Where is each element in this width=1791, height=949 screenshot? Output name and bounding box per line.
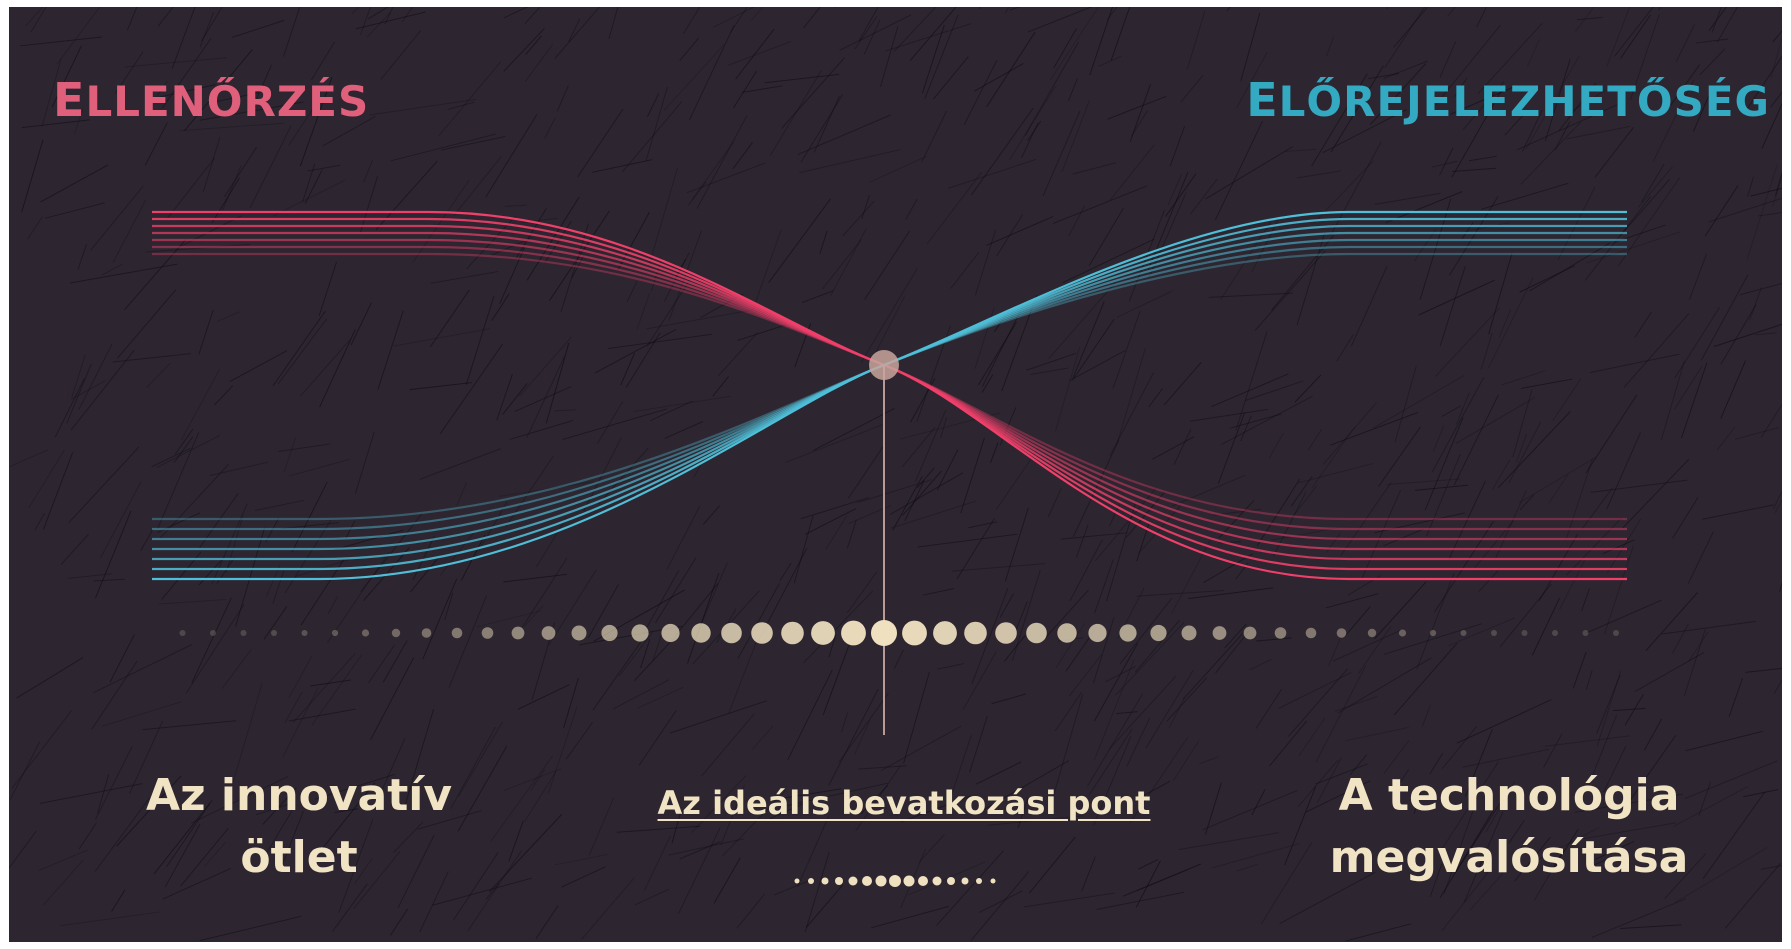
timeline-dot [721, 622, 742, 644]
timeline-dot [1181, 625, 1197, 641]
timeline-dot [179, 630, 186, 636]
timeline-dot [511, 626, 525, 640]
predictability-curve-line [152, 252, 1627, 521]
timeline-dot [541, 626, 556, 640]
small-dot [889, 875, 901, 887]
timeline-dot-row [179, 620, 1619, 646]
timeline-dot [1212, 626, 1227, 640]
timeline-dot [751, 622, 773, 644]
predictability-curves [152, 210, 1627, 581]
predictability-curve-line [152, 224, 1627, 561]
timeline-dot [1119, 624, 1137, 642]
timeline-dot [271, 630, 277, 636]
timeline-dot [661, 623, 680, 643]
control-title: ELLENŐRZÉS [53, 73, 370, 127]
timeline-dot [210, 630, 216, 636]
timeline-dot [240, 630, 247, 636]
timeline-dot [361, 629, 370, 637]
predictability-title: ELŐREJELEZHETŐSÉG [1246, 73, 1770, 127]
timeline-dot [1243, 626, 1257, 640]
timeline-dot [631, 624, 649, 642]
timeline-dot [391, 628, 401, 638]
small-dot [932, 876, 942, 886]
collingridge-dilemma-diagram [152, 210, 1627, 887]
timeline-dot [1613, 630, 1619, 636]
timeline-dot [451, 627, 463, 639]
small-dot [903, 875, 915, 887]
timeline-dot [1491, 630, 1497, 636]
predictability-curve-line [152, 245, 1627, 531]
timeline-dot [995, 622, 1017, 644]
control-curve-line [152, 252, 1627, 521]
control-curve-line [152, 245, 1627, 531]
predictability-curve-line [152, 210, 1627, 581]
timeline-dot [1429, 629, 1437, 637]
predictability-curve-line [152, 238, 1627, 541]
timeline-dot [781, 621, 804, 645]
timeline-dot [902, 620, 927, 646]
small-dot [990, 878, 996, 884]
timeline-dot [933, 621, 957, 645]
small-dot [947, 877, 955, 885]
timeline-dot [1305, 627, 1317, 639]
ideal-intervention-point-label: Az ideális bevatkozási pont [657, 784, 1151, 822]
timeline-dot [1336, 628, 1347, 638]
technology-implementation-label: A technológia megvalósítása [1329, 770, 1689, 883]
timeline-dot [811, 621, 835, 645]
control-curve-line [152, 231, 1627, 551]
timeline-dot [1460, 630, 1467, 636]
timeline-dot [571, 625, 587, 641]
control-curve-line [152, 224, 1627, 561]
small-dot [794, 878, 800, 884]
decorative-dot-row-small [794, 875, 996, 887]
small-dot [976, 878, 982, 884]
timeline-dot [601, 624, 618, 642]
timeline-dot [1521, 630, 1528, 636]
control-curves [152, 210, 1627, 581]
timeline-dot [1274, 627, 1287, 639]
small-dot [808, 878, 814, 884]
small-dot [848, 876, 858, 886]
timeline-dot [871, 620, 897, 646]
timeline-dot [421, 628, 432, 638]
timeline-dot [481, 627, 494, 639]
timeline-dot [1088, 623, 1107, 643]
small-dot [875, 875, 887, 887]
timeline-dot [1398, 629, 1407, 637]
scratch-texture [9, 7, 1782, 942]
timeline-dot [964, 621, 987, 645]
timeline-dot [1026, 622, 1047, 644]
control-curve-line [152, 210, 1627, 581]
dark-background-panel: ELLENŐRZÉS ELŐREJELEZHETŐSÉG Az innovatí… [9, 7, 1782, 942]
timeline-dot [841, 620, 866, 646]
timeline-dot [691, 623, 711, 643]
small-dot [862, 876, 872, 886]
timeline-dot [301, 630, 308, 636]
timeline-dot [331, 629, 339, 637]
small-dot [821, 877, 829, 885]
intersection-point [869, 350, 899, 380]
small-dot [918, 876, 928, 886]
timeline-dot [1582, 630, 1589, 636]
predictability-curve-line [152, 231, 1627, 551]
timeline-dot [1552, 630, 1558, 636]
small-dot [835, 877, 843, 885]
innovative-idea-label: Az innovatív ötlet [145, 770, 453, 883]
timeline-dot [1367, 628, 1377, 638]
timeline-dot [1057, 623, 1077, 643]
control-curve-line [152, 238, 1627, 541]
small-dot [961, 877, 969, 885]
timeline-dot [1150, 624, 1167, 642]
